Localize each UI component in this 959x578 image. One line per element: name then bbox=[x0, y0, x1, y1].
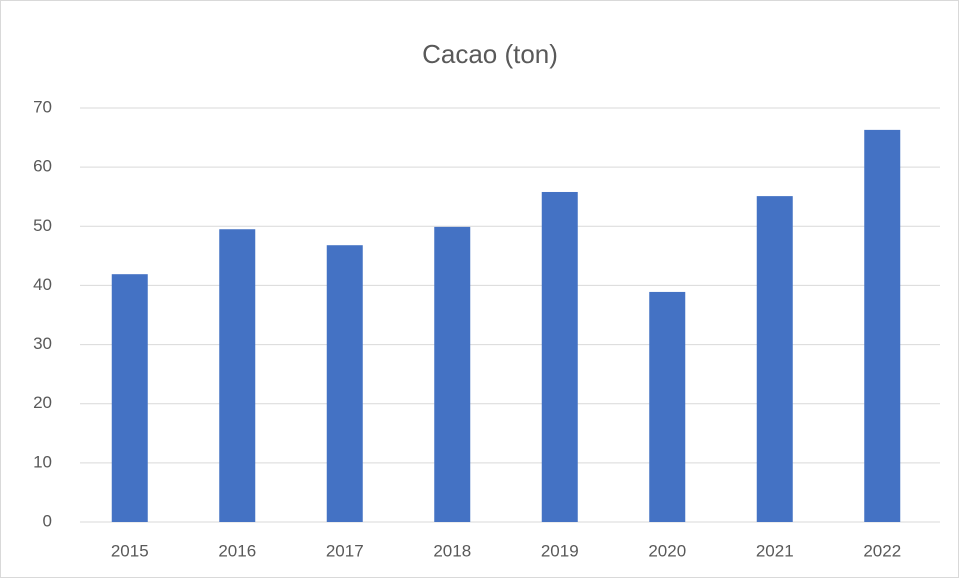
bar bbox=[326, 245, 363, 522]
y-tick-label: 0 bbox=[43, 511, 52, 530]
x-tick-label: 2018 bbox=[433, 541, 471, 560]
y-tick-label: 30 bbox=[33, 334, 52, 353]
bar bbox=[111, 274, 148, 522]
chart-title: Cacao (ton) bbox=[422, 39, 558, 69]
y-tick-label: 60 bbox=[33, 157, 52, 176]
x-tick-label: 2022 bbox=[863, 541, 901, 560]
x-tick-label: 2020 bbox=[648, 541, 686, 560]
x-tick-label: 2017 bbox=[326, 541, 364, 560]
bar bbox=[434, 226, 471, 522]
x-tick-label: 2019 bbox=[541, 541, 579, 560]
y-tick-label: 70 bbox=[33, 97, 52, 116]
y-tick-label: 40 bbox=[33, 275, 52, 294]
bar bbox=[219, 229, 256, 522]
y-tick-label: 20 bbox=[33, 393, 52, 412]
bar bbox=[864, 129, 901, 522]
x-tick-label: 2016 bbox=[218, 541, 256, 560]
x-tick-label: 2021 bbox=[756, 541, 794, 560]
x-tick-label: 2015 bbox=[111, 541, 149, 560]
bar bbox=[649, 291, 686, 522]
bar bbox=[756, 196, 793, 522]
bar bbox=[541, 191, 578, 523]
y-tick-label: 50 bbox=[33, 216, 52, 235]
y-tick-label: 10 bbox=[33, 452, 52, 471]
